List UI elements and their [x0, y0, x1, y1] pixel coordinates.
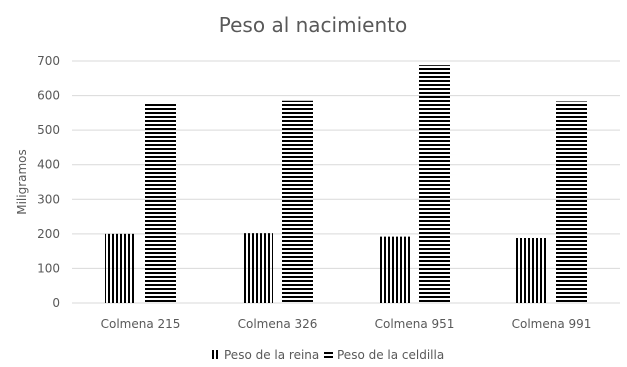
bar-peso-celdilla: [419, 65, 450, 303]
chart-title: Peso al nacimiento: [219, 13, 407, 37]
legend-label-reina: Peso de la reina: [224, 348, 319, 362]
bar-peso-celdilla: [282, 100, 313, 303]
y-axis-label: Miligramos: [15, 149, 29, 215]
bar-peso-reina: [105, 233, 136, 303]
y-tick-label: 600: [37, 89, 60, 103]
bar-peso-celdilla: [145, 103, 176, 303]
bar-peso-reina: [516, 238, 547, 303]
bars: [105, 65, 587, 303]
legend-label-celdilla: Peso de la celdilla: [337, 348, 444, 362]
y-tick-label: 0: [52, 296, 60, 310]
bar-peso-reina: [379, 236, 410, 303]
legend-swatch-celdilla: [324, 351, 333, 359]
x-axis-ticks: Colmena 215 Colmena 326 Colmena 951 Colmena…: [101, 317, 592, 331]
x-tick-label: Colmena 951: [375, 317, 455, 331]
y-tick-label: 300: [37, 192, 60, 206]
x-tick-label: Colmena 215: [101, 317, 181, 331]
y-axis-ticks: 0 100 200 300 400 500 600 700: [37, 54, 60, 310]
y-tick-label: 500: [37, 123, 60, 137]
x-tick-label: Colmena 326: [238, 317, 318, 331]
y-tick-label: 200: [37, 227, 60, 241]
y-tick-label: 700: [37, 54, 60, 68]
y-tick-label: 100: [37, 261, 60, 275]
legend: Peso de la reina Peso de la celdilla: [210, 348, 444, 362]
y-tick-label: 400: [37, 158, 60, 172]
bar-peso-celdilla: [556, 101, 587, 303]
x-tick-label: Colmena 991: [512, 317, 592, 331]
bar-peso-reina: [242, 233, 273, 303]
legend-swatch-reina: [210, 350, 218, 359]
